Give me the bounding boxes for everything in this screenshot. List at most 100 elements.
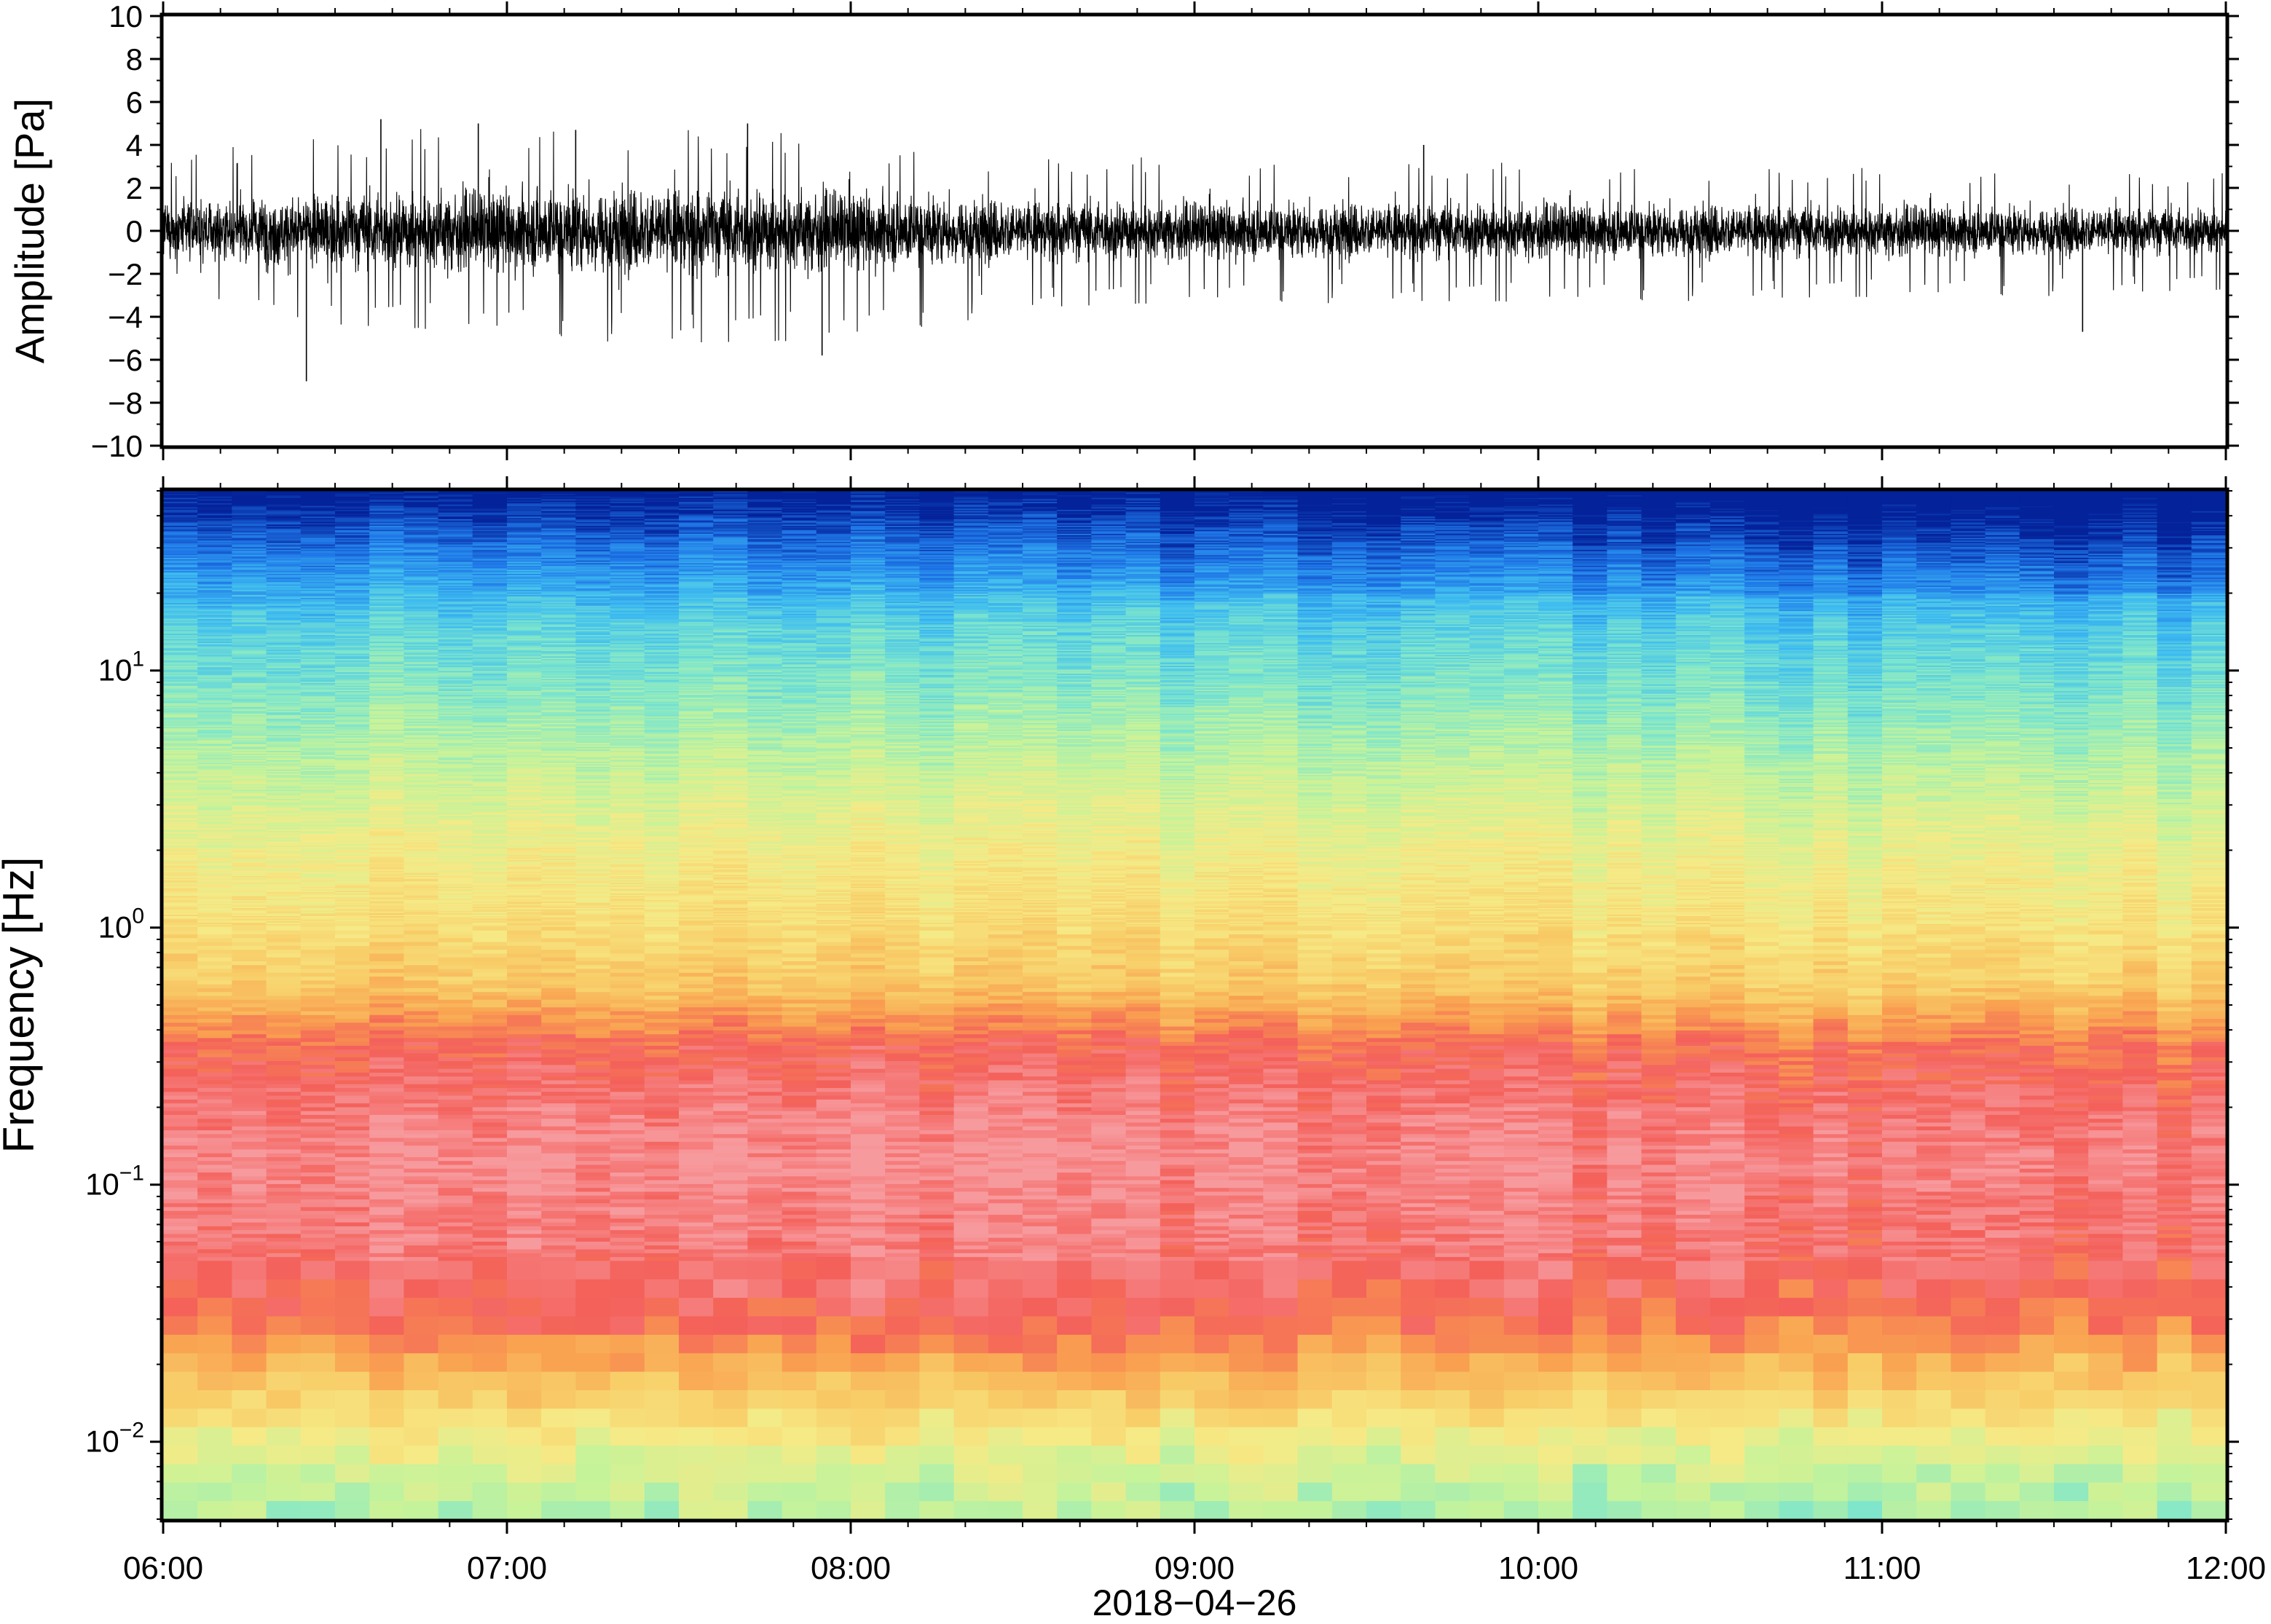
spectrogram-cell <box>438 1076 473 1081</box>
spectrogram-cell <box>197 1156 232 1161</box>
spectrogram-cell <box>473 1261 508 1280</box>
spectrogram-cell <box>301 1172 336 1176</box>
spectrogram-cell <box>197 1199 232 1203</box>
spectrogram-cell <box>369 1226 404 1230</box>
spectrogram-cell <box>232 1188 267 1192</box>
spectrogram-cell <box>232 980 267 985</box>
spectrogram-cell <box>335 1191 370 1196</box>
spectrogram-cell <box>163 930 198 934</box>
spectrogram-cell <box>267 1234 302 1238</box>
spectrogram-cell <box>232 1214 267 1218</box>
spectrogram-cell <box>163 1156 198 1161</box>
spectrogram-cell <box>197 1022 232 1027</box>
spectrogram-cell <box>335 1176 370 1180</box>
spectrogram-cell <box>404 1249 438 1253</box>
spectrogram-cell <box>232 984 267 988</box>
spectrogram-cell <box>335 1482 370 1501</box>
spectrogram-cell <box>507 1022 542 1027</box>
spectrogram-cell <box>507 1172 542 1176</box>
spectrogram-cell <box>197 1092 232 1096</box>
spectrogram-cell <box>438 1316 473 1335</box>
spectrogram-cell <box>301 945 336 950</box>
spectrogram-cell <box>541 1003 576 1007</box>
amplitude-y-tick-label: 0 <box>126 214 143 248</box>
spectrogram-cell <box>335 957 370 961</box>
spectrogram-cell <box>541 1261 576 1280</box>
spectrogram-cell <box>438 1014 473 1019</box>
spectrogram-cell <box>301 969 336 973</box>
spectrogram-cell <box>473 953 508 958</box>
spectrogram-cell <box>335 1084 370 1088</box>
spectrogram-cell <box>197 1087 232 1092</box>
spectrogram-cell <box>335 1041 370 1046</box>
spectrogram-cell <box>267 1249 302 1253</box>
spectrogram-cell <box>301 1146 336 1150</box>
spectrogram-cell <box>267 1076 302 1081</box>
spectrogram-cell <box>541 1045 576 1049</box>
spectrogram-cell <box>507 1026 542 1030</box>
spectrogram-cell <box>335 1371 370 1390</box>
spectrogram-cell <box>335 1072 370 1076</box>
spectrogram-cell <box>197 1049 232 1054</box>
spectrogram-cell <box>438 1408 473 1427</box>
spectrogram-cell <box>541 1195 576 1199</box>
spectrogram-cell <box>473 1119 508 1123</box>
spectrogram-cell <box>232 1153 267 1157</box>
spectrogram-cell <box>335 1188 370 1192</box>
spectrogram-cell <box>163 1061 198 1065</box>
spectrogram-cell <box>541 1065 576 1069</box>
spectrogram-cell <box>301 1026 336 1030</box>
spectrogram-cell <box>541 1130 576 1134</box>
spectrogram-cell <box>369 1146 404 1150</box>
spectrogram-cell <box>404 1092 438 1096</box>
spectrogram-cell <box>197 976 232 980</box>
spectrogram-cell <box>473 1034 508 1038</box>
spectrogram-cell <box>163 1099 198 1103</box>
spectrogram-cell <box>301 1114 336 1119</box>
spectrogram-cell <box>404 1210 438 1215</box>
spectrogram-cell <box>404 1076 438 1081</box>
spectrogram-cell <box>507 1427 542 1446</box>
spectrogram-cell <box>473 1049 508 1054</box>
spectrogram-cell <box>267 942 302 946</box>
spectrogram-cell <box>301 1241 336 1245</box>
spectrogram-cell <box>197 1146 232 1150</box>
spectrogram-cell <box>507 1261 542 1280</box>
spectrogram-cell <box>232 1316 267 1335</box>
spectrogram-cell <box>163 1241 198 1245</box>
spectrogram-cell <box>301 1210 336 1215</box>
spectrogram-cell <box>369 1011 404 1015</box>
spectrogram-cell <box>163 1026 198 1030</box>
spectrogram-cell <box>404 969 438 973</box>
spectrogram-cell <box>404 957 438 961</box>
spectrogram-cell <box>404 1245 438 1250</box>
spectrogram-cell <box>335 1222 370 1226</box>
spectrogram-cell <box>267 1080 302 1084</box>
spectrogram-cell <box>197 1011 232 1015</box>
spectrogram-cell <box>369 1161 404 1165</box>
spectrogram-cell <box>404 1214 438 1218</box>
spectrogram-cell <box>438 1011 473 1015</box>
spectrogram-cell <box>507 980 542 985</box>
spectrogram-cell <box>507 1222 542 1226</box>
spectrogram-cell <box>369 988 404 992</box>
spectrogram-cell <box>438 980 473 985</box>
spectrogram-cell <box>232 1261 267 1280</box>
spectrogram-cell <box>404 1164 438 1169</box>
spectrogram-cell <box>197 1084 232 1088</box>
spectrogram-cell <box>197 1065 232 1069</box>
spectrogram-cell <box>301 1234 336 1238</box>
spectrogram-cell <box>438 999 473 1004</box>
spectrogram-cell <box>369 1119 404 1123</box>
spectrogram-cell <box>438 1092 473 1096</box>
spectrogram-cell <box>473 1195 508 1199</box>
spectrogram-cell <box>335 930 370 934</box>
spectrogram-cell <box>438 1203 473 1207</box>
spectrogram-cell <box>438 1022 473 1027</box>
spectrogram-cell <box>473 1092 508 1096</box>
spectrogram-cell <box>473 965 508 969</box>
spectrogram-cell <box>473 1065 508 1069</box>
spectrogram-cell <box>267 1014 302 1019</box>
spectrogram-cell <box>267 1026 302 1030</box>
spectrogram-cell <box>404 942 438 946</box>
